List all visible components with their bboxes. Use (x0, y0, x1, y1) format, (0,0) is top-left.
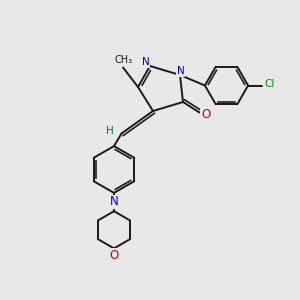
Text: N: N (177, 66, 185, 76)
Text: N: N (142, 57, 149, 67)
Text: O: O (110, 248, 118, 262)
Text: H: H (106, 126, 114, 136)
Text: Cl: Cl (265, 79, 275, 89)
Text: CH₃: CH₃ (115, 55, 133, 65)
Text: N: N (110, 195, 118, 208)
Text: O: O (201, 107, 210, 121)
